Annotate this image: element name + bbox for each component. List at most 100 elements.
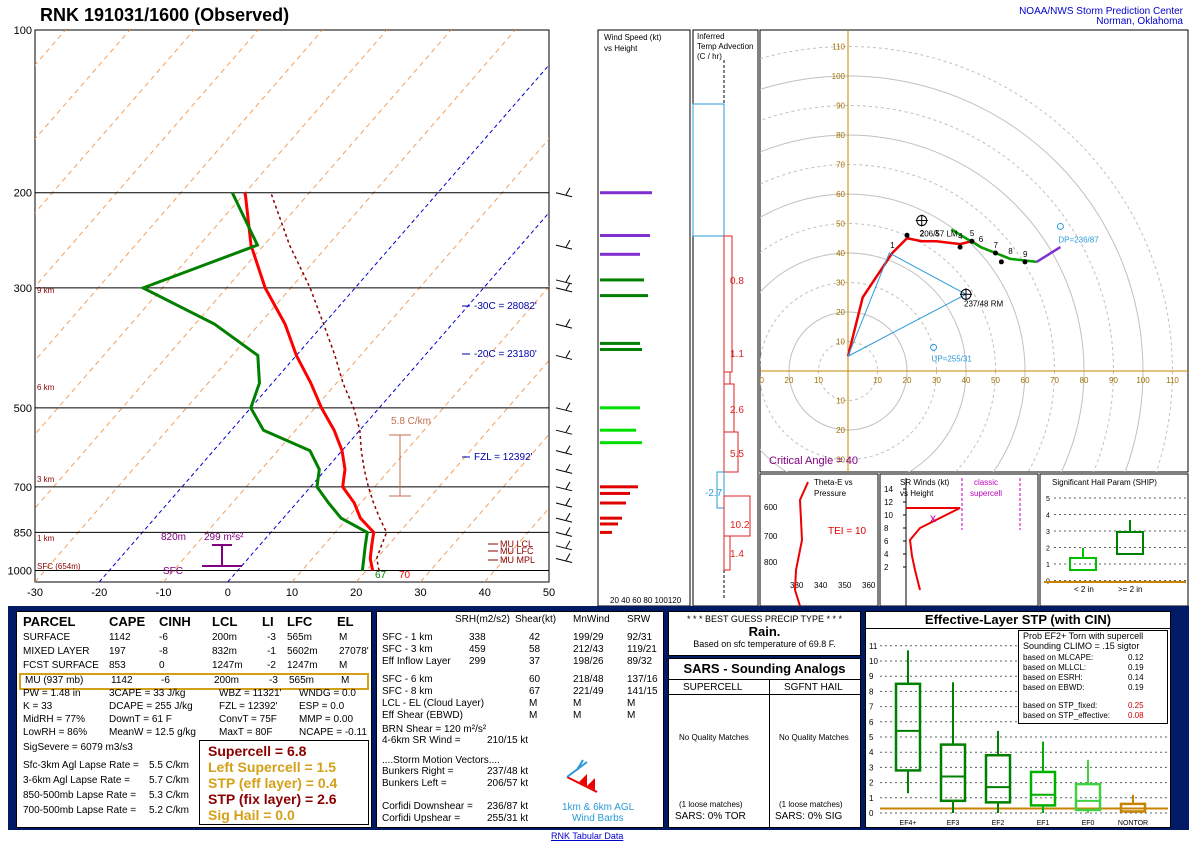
sig-severe: SigSevere = 6079 m3/s3 (23, 742, 133, 753)
hodo-height-mark: 1 (890, 241, 895, 250)
hodo-height-mark: 7 (994, 241, 999, 250)
srw-profile (906, 507, 961, 591)
lapse-value: 5.5 C/km (149, 760, 190, 771)
pressure-axis: 100 200 300 500 700 850 1000 (8, 25, 32, 578)
barbs-label-2: Wind Barbs (572, 813, 624, 824)
wind-speed-bar (600, 278, 644, 282)
motion-value: 206/57 kt (487, 778, 529, 789)
ship-x-ge2: >= 2 in (1118, 585, 1142, 594)
tadv-title-2: Temp Advection (697, 42, 753, 51)
tadv-val-6: 1.4 (730, 549, 744, 560)
tadv-title-1: Inferred (697, 32, 725, 41)
critical-angle: Critical Angle = 40 (769, 455, 858, 467)
lapse-rate-label: 5.8 C/km (391, 416, 431, 427)
kin-row: LCL - EL (Cloud Layer) M M M (377, 698, 663, 710)
index-cell: MMP = 0.00 (299, 714, 354, 725)
kin-cell: SFC - 6 km (382, 674, 433, 685)
wind-speed-bar (600, 294, 648, 298)
index-cell: LowRH = 86% (23, 727, 88, 738)
kin-row: SFC - 1 km 338 42 199/29 92/31 (377, 632, 663, 644)
level-minus20c: -20C = 23180' (474, 349, 537, 360)
kin-cell: 459 (469, 644, 486, 655)
sars-nomatch-2: No Quality Matches (779, 733, 849, 742)
wind-speed-bar (600, 516, 622, 520)
stp-box (939, 743, 967, 803)
theta-title-2: Pressure (814, 489, 847, 498)
level-fzl: FZL = 12392' (474, 452, 533, 463)
lm-label: 206/57 LM (920, 230, 958, 239)
kin-cell: SFC - 3 km (382, 644, 433, 655)
kin-cell: 137/16 (627, 674, 658, 685)
hodo-inflow (847, 252, 967, 357)
hodo-x-tick-neg: 10 (814, 376, 823, 385)
wind-barb (555, 468, 573, 474)
wind-barb (555, 545, 573, 551)
wind-barb-flag (565, 553, 571, 561)
barbs-label-1: 1km & 6km AGL (562, 802, 635, 813)
lapse-value: 5.2 C/km (149, 805, 190, 816)
kin-row: SFC - 6 km 60 218/48 137/16 (377, 674, 663, 686)
tabular-data-link[interactable]: RNK Tabular Data (551, 831, 624, 841)
hodo-x-tick: 50 (991, 376, 1000, 385)
parcel-panel: PARCEL CAPE CINH LCL LI LFC EL SURFACE 11… (16, 611, 372, 828)
stp-category: EF3 (947, 820, 960, 827)
stp-prob-label: based on ESRH: (1023, 673, 1083, 682)
wind-speed-bar (600, 347, 642, 351)
index-row: K = 33 DCAPE = 255 J/kg FZL = 12392' ESP = … (17, 701, 371, 714)
srw-note-2: supercell (970, 489, 1002, 498)
ship-y-tick: 1 (1046, 562, 1050, 569)
lapse-value: 5.3 C/km (149, 790, 190, 801)
level-minus30c: -30C = 28082' (474, 301, 537, 312)
pressure-tick: 200 (14, 188, 32, 200)
kin-cell: 119/21 (627, 644, 657, 655)
wind-speed-bar (600, 530, 612, 534)
parcel-cell: -3 (267, 632, 276, 643)
wind-speed-title-1: Wind Speed (kt) (604, 33, 662, 42)
kin-col-srh: SRH(m2/s2) (455, 614, 511, 625)
stp-prob-label: based on STP_fixed: (1023, 701, 1098, 710)
motion-value: 237/48 kt (487, 766, 529, 777)
stp-prob-row: based on STP_fixed: 0.25 (1023, 701, 1163, 711)
hodo-height-mark: 4 (958, 232, 963, 241)
index-cell: ESP = 0.0 (299, 701, 345, 712)
height-label-1km: 1 km (37, 534, 55, 543)
ship-x-lt2: < 2 in (1074, 585, 1094, 594)
stp-y-tick: 11 (869, 642, 878, 651)
stp-prob-label: based on EBWD: (1023, 683, 1085, 692)
rm-label: 237/48 RM (964, 299, 1003, 308)
wind-barb (555, 517, 573, 523)
parcel-cell: 200m (214, 675, 240, 686)
motion-row: Corfidi Upshear = 255/31 kt (377, 813, 663, 825)
wind-barb (555, 354, 573, 360)
parcel-trace (270, 192, 388, 571)
parcel-cell: 832m (212, 646, 238, 657)
stp-prob-value: 0.19 (1128, 683, 1144, 692)
stp-y-tick: 8 (869, 687, 874, 696)
wind-barb-flag (565, 424, 571, 433)
parcel-cell: 5602m (287, 646, 318, 657)
pressure-tick: 850 (14, 527, 32, 539)
isotherm (420, 433, 549, 582)
theta-e-panel: Theta-E vs Pressure TEI = 10 600 700 800… (759, 473, 879, 607)
lapse-row: 3-6km Agl Lapse Rate = 5.7 C/km (17, 775, 371, 788)
wind-barb-flag (565, 350, 571, 358)
lapse-value: 5.7 C/km (149, 775, 190, 786)
parcel-cell: 1142 (111, 675, 133, 686)
hodo-point (993, 250, 998, 256)
kin-cell: 60 (529, 674, 541, 685)
wind-barb-flag (565, 274, 571, 283)
hodo-height-mark: 5 (970, 229, 975, 238)
stp-prob-label: based on MLLCL: (1023, 663, 1087, 672)
precip-title: * * * BEST GUESS PRECIP TYPE * * * (686, 614, 843, 624)
hodo-y-tick: 40 (836, 249, 845, 258)
parcel-row: SURFACE 1142 -6 200m -3 565m M (17, 632, 371, 645)
parcel-cell: 565m (287, 632, 313, 643)
parcel-cell: FCST SURFACE (23, 660, 99, 671)
wind-barb (555, 192, 573, 198)
wind-speed-bar (600, 406, 640, 410)
composite-box: Supercell = 6.8 Left Supercell = 1.5 STP (… (199, 740, 369, 825)
wind-speed-bar (600, 491, 630, 495)
col-cape: CAPE (109, 614, 146, 629)
srw-axis: 14 12 10 8 6 4 2 (884, 485, 906, 572)
